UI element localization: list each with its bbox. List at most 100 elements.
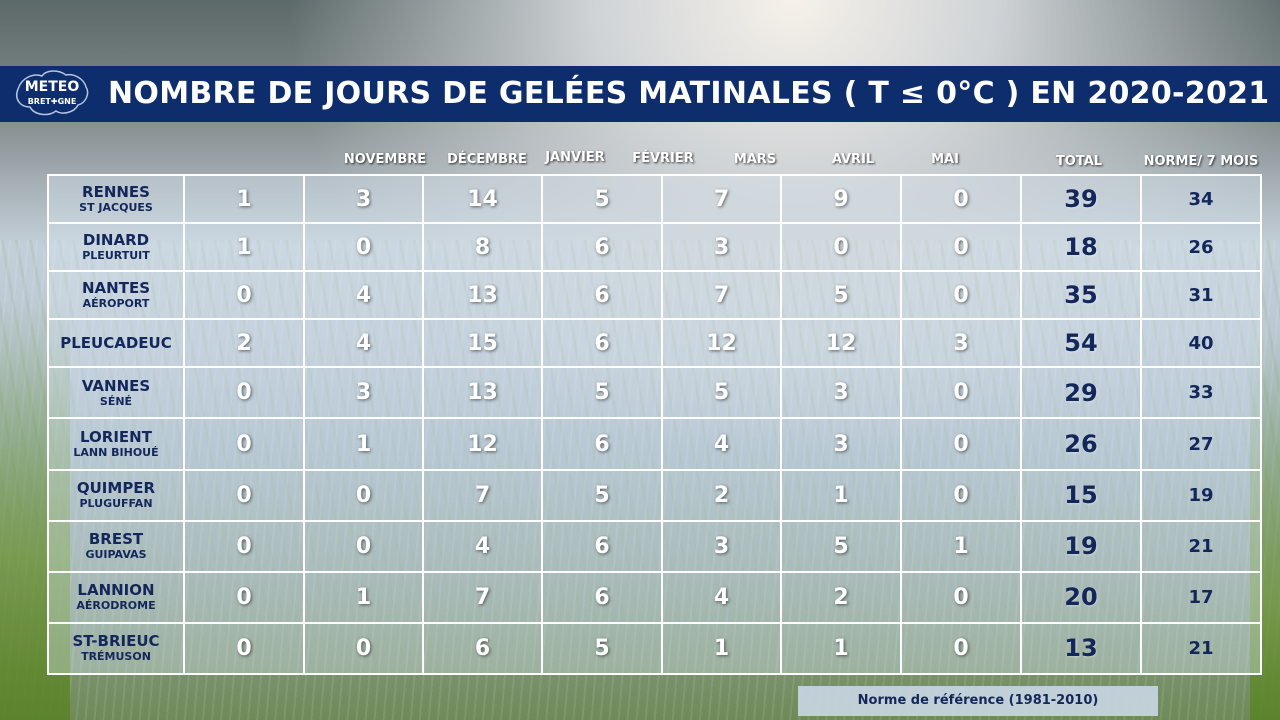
station-subname: LANN BIHOUÉ [73, 446, 159, 460]
total-cell: 13 [1020, 621, 1142, 676]
svg-text:BRET✚GNE: BRET✚GNE [28, 97, 77, 106]
norme-cell: 17 [1140, 570, 1262, 624]
month-value-cell: 7 [422, 570, 543, 624]
station-cell: PLEUCADEUC [47, 318, 185, 369]
month-value-cell: 14 [422, 173, 543, 225]
total-cell: 54 [1020, 318, 1142, 369]
norme-cell: 21 [1140, 621, 1262, 676]
month-value-cell: 1 [780, 468, 902, 522]
month-value-cell: 4 [661, 570, 782, 624]
month-value-cell: 12 [422, 417, 543, 471]
col-header-mai: MAI [931, 152, 959, 167]
month-value-cell: 1 [780, 621, 902, 676]
station-name: PLEUCADEUC [60, 334, 172, 353]
total-cell: 39 [1020, 173, 1142, 225]
month-value-cell: 6 [541, 570, 663, 624]
station-subname: PLEURTUIT [82, 249, 150, 263]
norme-cell: 33 [1140, 366, 1262, 420]
total-cell: 15 [1020, 468, 1142, 522]
col-header-decembre: DÉCEMBRE [447, 152, 527, 167]
month-value-cell: 2 [183, 318, 305, 369]
norme-cell: 34 [1140, 173, 1262, 225]
month-value-cell: 0 [183, 621, 305, 676]
total-cell: 20 [1020, 570, 1142, 624]
table-row: LORIENT LANN BIHOUÉ 0 1 12 6 4 3 0 26 27 [47, 417, 1262, 471]
station-cell: BREST GUIPAVAS [47, 519, 185, 573]
month-value-cell: 0 [303, 621, 424, 676]
month-value-cell: 0 [183, 519, 305, 573]
month-value-cell: 0 [303, 519, 424, 573]
col-header-total: TOTAL [1055, 154, 1103, 169]
col-header-fevrier: FÉVRIER [632, 151, 694, 166]
month-value-cell: 0 [303, 468, 424, 522]
table-row: QUIMPER PLUGUFFAN 0 0 7 5 2 1 0 15 19 [47, 468, 1262, 522]
table-row: DINARD PLEURTUIT 1 0 8 6 3 0 0 18 26 [47, 222, 1262, 273]
month-value-cell: 0 [780, 222, 902, 273]
table-row: ST-BRIEUC TRÉMUSON 0 0 6 5 1 1 0 13 21 [47, 621, 1262, 676]
station-subname: TRÉMUSON [81, 650, 151, 664]
month-value-cell: 0 [900, 173, 1022, 225]
station-subname: SÉNÉ [99, 394, 133, 408]
station-name: RENNES [82, 183, 150, 202]
station-name: ST-BRIEUC [72, 632, 160, 651]
table-row: VANNES SÉNÉ 0 3 13 5 5 3 0 29 33 [47, 366, 1262, 420]
norme-cell: 19 [1140, 468, 1262, 522]
title-bar [0, 66, 1280, 122]
frost-days-table: RENNES ST JACQUES 1 3 14 5 7 9 0 39 34 DINARD PLEURT… [47, 173, 1262, 676]
col-header-norme: NORME/ 7 MOIS [1143, 154, 1259, 169]
month-value-cell: 5 [541, 621, 663, 676]
month-value-cell: 15 [422, 318, 543, 369]
month-value-cell: 3 [900, 318, 1022, 369]
station-name: DINARD [82, 231, 150, 250]
table-row: BREST GUIPAVAS 0 0 4 6 3 5 1 19 21 [47, 519, 1262, 573]
month-value-cell: 7 [661, 270, 782, 321]
month-value-cell: 5 [661, 366, 782, 420]
month-value-cell: 6 [541, 519, 663, 573]
month-value-cell: 5 [541, 366, 663, 420]
total-cell: 29 [1020, 366, 1142, 420]
month-value-cell: 0 [900, 270, 1022, 321]
month-value-cell: 4 [661, 417, 782, 471]
station-subname: PLUGUFFAN [79, 497, 153, 511]
station-subname: AÉROPORT [82, 297, 150, 311]
month-value-cell: 0 [303, 222, 424, 273]
reference-norm-note: Norme de référence (1981-2010) [798, 686, 1158, 716]
month-value-cell: 7 [661, 173, 782, 225]
table-row: LANNION AÉRODROME 0 1 7 6 4 2 0 20 17 [47, 570, 1262, 624]
month-value-cell: 0 [183, 366, 305, 420]
station-subname: GUIPAVAS [85, 548, 147, 562]
station-cell: NANTES AÉROPORT [47, 270, 185, 321]
month-value-cell: 6 [541, 270, 663, 321]
month-value-cell: 4 [303, 318, 424, 369]
month-value-cell: 6 [541, 318, 663, 369]
station-name: LORIENT [80, 428, 152, 447]
station-cell: LORIENT LANN BIHOUÉ [47, 417, 185, 471]
month-value-cell: 1 [303, 570, 424, 624]
total-cell: 35 [1020, 270, 1142, 321]
month-value-cell: 12 [780, 318, 902, 369]
station-name: QUIMPER [76, 479, 156, 498]
month-value-cell: 0 [900, 621, 1022, 676]
month-value-cell: 0 [900, 417, 1022, 471]
month-value-cell: 7 [422, 468, 543, 522]
total-cell: 18 [1020, 222, 1142, 273]
norme-cell: 27 [1140, 417, 1262, 471]
month-value-cell: 0 [900, 222, 1022, 273]
table-row: NANTES AÉROPORT 0 4 13 6 7 5 0 35 31 [47, 270, 1262, 321]
station-cell: RENNES ST JACQUES [47, 173, 185, 225]
station-subname: AÉRODROME [76, 599, 156, 613]
month-value-cell: 0 [900, 366, 1022, 420]
month-value-cell: 0 [900, 570, 1022, 624]
month-value-cell: 13 [422, 366, 543, 420]
month-value-cell: 6 [541, 417, 663, 471]
month-value-cell: 1 [661, 621, 782, 676]
norme-cell: 31 [1140, 270, 1262, 321]
total-cell: 26 [1020, 417, 1142, 471]
station-cell: QUIMPER PLUGUFFAN [47, 468, 185, 522]
month-value-cell: 13 [422, 270, 543, 321]
station-name: LANNION [77, 581, 155, 600]
month-value-cell: 0 [183, 417, 305, 471]
month-value-cell: 0 [183, 270, 305, 321]
month-value-cell: 3 [661, 222, 782, 273]
col-header-janvier: JANVIER [545, 150, 605, 165]
